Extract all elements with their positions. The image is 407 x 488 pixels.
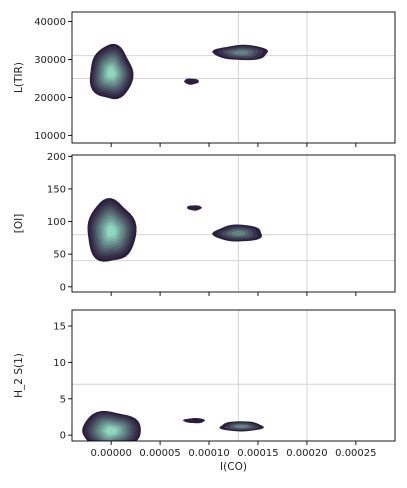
density-blob: [212, 224, 263, 242]
density-blob: [82, 411, 141, 441]
contour-level: [107, 67, 116, 78]
y-tick-label: 0: [60, 282, 66, 293]
y-axis-label: L(TIR): [13, 62, 25, 93]
y-tick-label: 150: [47, 184, 66, 195]
x-tick-label: 0.00005: [139, 448, 180, 459]
axes-frame: [71, 309, 396, 442]
panel-ltir: 10000 20000 30000 40000 L(TIR): [13, 11, 396, 147]
y-tick-label: 100: [47, 217, 66, 228]
panel-oi: 0 50 100 150 200 [OI]: [13, 152, 396, 296]
density-blob: [184, 78, 199, 85]
density-blob: [212, 44, 268, 61]
grid: [72, 310, 395, 441]
y-tick-label: 30000: [34, 55, 66, 66]
axes-frame: [71, 154, 396, 293]
contour-level: [106, 225, 116, 238]
contour-level: [234, 424, 249, 429]
panel-h2s1: 0 5 10 15 0.00000 0.00005 0.00010 0.00015 0.0002…: [13, 309, 396, 473]
contour-level: [183, 418, 206, 424]
x-tick-label: 0.00025: [335, 448, 376, 459]
y-axis-label: [OI]: [13, 214, 25, 234]
y-tick-label: 20000: [34, 93, 66, 104]
y-tick-label: 10000: [34, 131, 66, 142]
x-tick-label: 0.00020: [286, 448, 327, 459]
y-tick-label: 10: [53, 358, 66, 369]
contour-level: [184, 78, 199, 85]
contour-level: [231, 230, 246, 236]
y-axis-label: H_2 S(1): [13, 353, 25, 398]
x-tick-label: 0.00010: [188, 448, 229, 459]
axes-frame: [71, 11, 396, 144]
y-tick-label: 40000: [34, 17, 66, 28]
y-tick-label: 50: [53, 250, 66, 261]
x-axis-label: I(CO): [220, 461, 247, 473]
y-tick-label: 200: [47, 152, 66, 163]
density-blob: [219, 421, 264, 432]
x-tick-label: 0.00000: [90, 448, 131, 459]
density-blob: [183, 418, 206, 424]
density-blob: [187, 205, 202, 211]
density-contours: [89, 43, 268, 100]
y-tick-label: 0: [60, 431, 66, 442]
contour-level: [187, 205, 202, 211]
y-tick-label: 5: [60, 394, 66, 405]
density-blob: [89, 43, 134, 100]
x-tick-label: 0.00015: [237, 448, 278, 459]
density-contours: [82, 411, 264, 441]
contour-level: [105, 427, 117, 435]
density-blob: [87, 198, 137, 262]
contour-level: [233, 50, 249, 55]
y-tick-label: 15: [53, 322, 66, 333]
density-contours: [87, 198, 263, 262]
